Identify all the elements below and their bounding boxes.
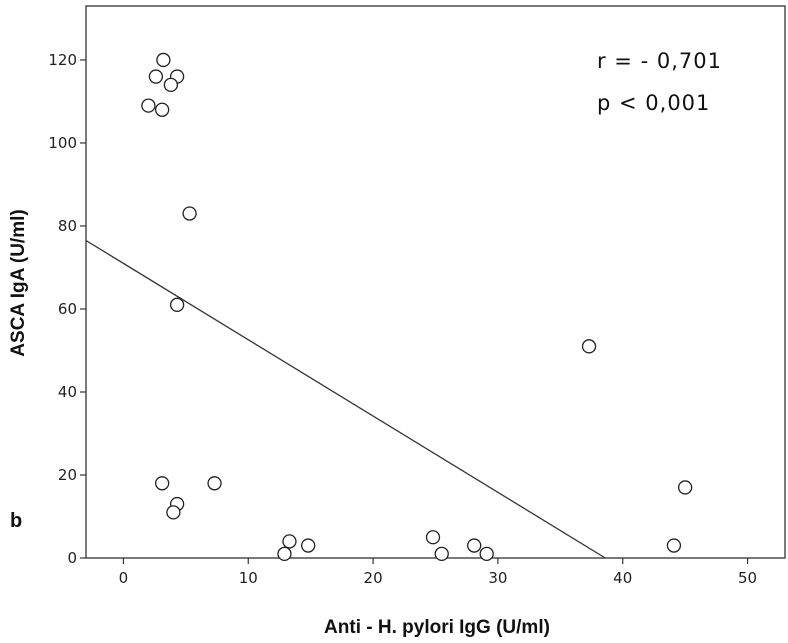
data-point: [207, 476, 222, 491]
data-point: [434, 546, 449, 561]
y-tick-label: 80: [58, 217, 77, 235]
plot-frame: [85, 5, 786, 559]
x-tick-label: 40: [613, 569, 632, 587]
y-axis-title: ASCA IgA (U/ml): [8, 209, 29, 356]
data-point: [182, 206, 197, 221]
data-point: [141, 98, 156, 113]
data-point: [166, 505, 181, 520]
correlation-r-annotation: r = - 0,701: [597, 49, 722, 73]
data-point: [677, 480, 693, 495]
x-tick-label: 10: [239, 569, 258, 587]
x-tick-label: 20: [364, 569, 383, 587]
regression-line: [85, 239, 606, 559]
p-value-annotation: p < 0,001: [597, 91, 710, 115]
x-tick-label: 0: [119, 569, 129, 587]
y-tick-label: 60: [58, 300, 77, 318]
data-point: [301, 538, 316, 553]
data-point: [277, 546, 292, 561]
y-tick-label: 120: [48, 51, 77, 69]
data-point: [169, 297, 185, 312]
data-point: [666, 538, 682, 553]
y-tick-label: 20: [58, 466, 77, 484]
y-tick-label: 0: [67, 549, 77, 567]
panel-label: b: [10, 510, 22, 532]
y-tick-label: 100: [48, 134, 77, 152]
data-point: [148, 69, 164, 84]
data-point: [154, 476, 170, 491]
data-point: [156, 52, 171, 68]
data-point: [425, 530, 441, 545]
y-tick-label: 40: [58, 383, 77, 401]
data-point: [581, 339, 597, 354]
data-point: [479, 546, 494, 561]
data-points: [141, 52, 693, 561]
data-point: [163, 77, 179, 93]
data-point: [154, 102, 170, 117]
plot-area: [85, 5, 786, 559]
x-tick-label: 50: [738, 569, 757, 587]
x-tick-label: 30: [488, 569, 507, 587]
data-point: [467, 538, 482, 553]
y-axis-ticks: 0 20 40 60 80 100 120: [48, 51, 86, 567]
x-axis-title: Anti - H. pylori IgG (U/ml): [324, 617, 550, 638]
data-point: [282, 534, 297, 549]
x-axis-ticks: 0 10 20 30 40 50: [119, 558, 757, 587]
